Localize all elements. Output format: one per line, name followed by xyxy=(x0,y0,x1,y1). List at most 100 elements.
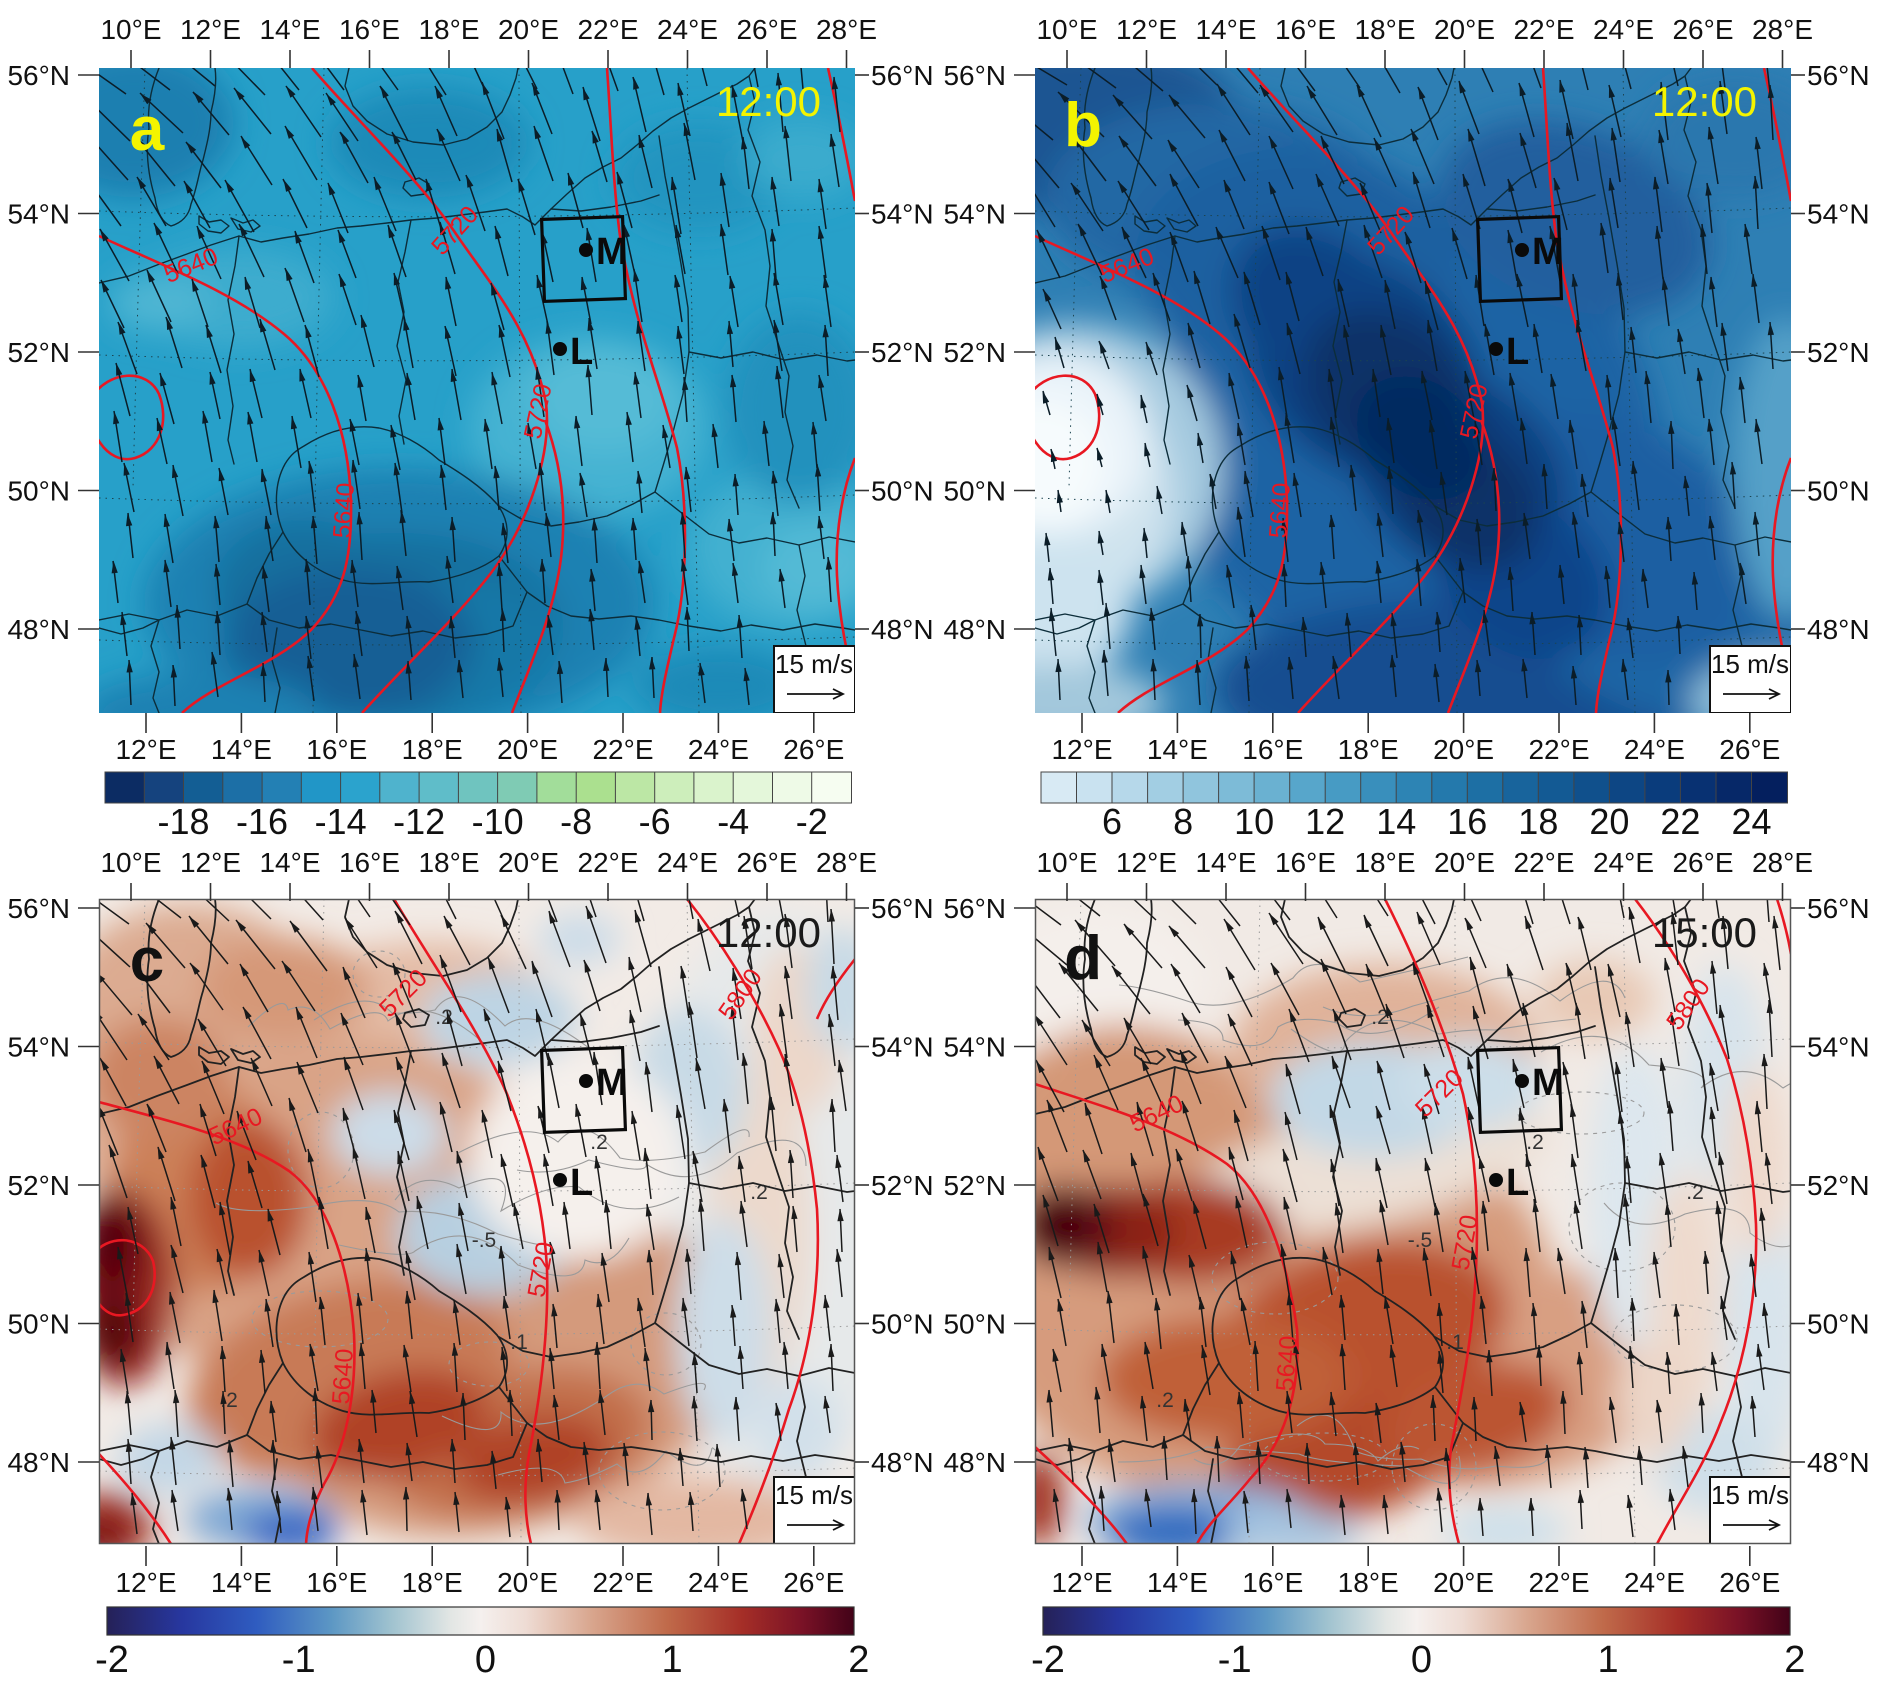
svg-text:M: M xyxy=(1532,1062,1564,1104)
svg-text:56°N: 56°N xyxy=(1807,60,1870,91)
svg-text:10°E: 10°E xyxy=(1036,14,1097,45)
svg-text:56°N: 56°N xyxy=(871,893,934,924)
svg-text:26°E: 26°E xyxy=(736,14,797,45)
svg-text:26°E: 26°E xyxy=(1719,1567,1780,1598)
svg-text:-2: -2 xyxy=(796,801,828,842)
svg-text:2: 2 xyxy=(848,1639,869,1681)
svg-text:.2: .2 xyxy=(590,1131,608,1154)
svg-text:50°N: 50°N xyxy=(1807,1309,1870,1340)
svg-text:2: 2 xyxy=(1784,1639,1805,1681)
svg-text:52°N: 52°N xyxy=(871,337,934,368)
svg-text:.1: .1 xyxy=(1446,1331,1464,1354)
svg-text:M: M xyxy=(596,1062,628,1104)
svg-text:10: 10 xyxy=(1234,801,1274,842)
svg-text:24: 24 xyxy=(1731,801,1771,842)
svg-text:26°E: 26°E xyxy=(1672,847,1733,878)
svg-text:12°E: 12°E xyxy=(1051,734,1112,765)
svg-text:14°E: 14°E xyxy=(259,14,320,45)
svg-text:-18: -18 xyxy=(158,801,210,842)
svg-text:0: 0 xyxy=(475,1639,496,1681)
svg-text:48°N: 48°N xyxy=(7,1447,70,1478)
svg-text:50°N: 50°N xyxy=(943,1309,1006,1340)
svg-text:14°E: 14°E xyxy=(1147,734,1208,765)
svg-text:22°E: 22°E xyxy=(1528,1567,1589,1598)
svg-text:28°E: 28°E xyxy=(816,847,877,878)
svg-text:20: 20 xyxy=(1589,801,1629,842)
svg-text:26°E: 26°E xyxy=(736,847,797,878)
svg-text:-16: -16 xyxy=(236,801,288,842)
svg-text:12°E: 12°E xyxy=(115,1567,176,1598)
svg-text:48°N: 48°N xyxy=(943,1447,1006,1478)
svg-text:22°E: 22°E xyxy=(1528,734,1589,765)
svg-text:56°N: 56°N xyxy=(943,893,1006,924)
svg-text:20°E: 20°E xyxy=(1434,847,1495,878)
svg-text:14°E: 14°E xyxy=(211,1567,272,1598)
svg-text:10°E: 10°E xyxy=(100,14,161,45)
svg-text:18°E: 18°E xyxy=(418,847,479,878)
svg-text:48°N: 48°N xyxy=(871,1447,934,1478)
svg-text:20°E: 20°E xyxy=(498,14,559,45)
svg-text:26°E: 26°E xyxy=(783,1567,844,1598)
svg-text:5640: 5640 xyxy=(328,482,360,539)
svg-text:M: M xyxy=(1532,231,1564,273)
svg-text:6: 6 xyxy=(1102,801,1122,842)
svg-text:16°E: 16°E xyxy=(339,14,400,45)
svg-text:22°E: 22°E xyxy=(577,14,638,45)
svg-text:12°E: 12°E xyxy=(180,14,241,45)
svg-text:16°E: 16°E xyxy=(1275,14,1336,45)
svg-text:50°N: 50°N xyxy=(7,476,70,507)
svg-text:22°E: 22°E xyxy=(1513,847,1574,878)
svg-text:12°E: 12°E xyxy=(115,734,176,765)
svg-text:22°E: 22°E xyxy=(1513,14,1574,45)
svg-text:12:00: 12:00 xyxy=(716,78,821,125)
svg-text:54°N: 54°N xyxy=(871,1032,934,1063)
svg-text:18°E: 18°E xyxy=(418,14,479,45)
svg-text:.2: .2 xyxy=(1526,1131,1544,1154)
svg-text:20°E: 20°E xyxy=(1433,734,1494,765)
svg-text:12°E: 12°E xyxy=(1116,14,1177,45)
svg-text:20°E: 20°E xyxy=(1433,1567,1494,1598)
svg-text:20°E: 20°E xyxy=(497,734,558,765)
svg-text:8: 8 xyxy=(1173,801,1193,842)
svg-text:24°E: 24°E xyxy=(688,734,749,765)
svg-text:10°E: 10°E xyxy=(100,847,161,878)
svg-text:56°N: 56°N xyxy=(1807,893,1870,924)
svg-text:54°N: 54°N xyxy=(7,1032,70,1063)
svg-text:54°N: 54°N xyxy=(7,199,70,230)
svg-text:52°N: 52°N xyxy=(943,1170,1006,1201)
svg-text:15:00: 15:00 xyxy=(1652,909,1757,956)
svg-text:50°N: 50°N xyxy=(943,476,1006,507)
svg-text:22°E: 22°E xyxy=(577,847,638,878)
svg-text:28°E: 28°E xyxy=(816,14,877,45)
svg-text:24°E: 24°E xyxy=(1624,1567,1685,1598)
svg-text:12°E: 12°E xyxy=(180,847,241,878)
svg-text:52°N: 52°N xyxy=(7,337,70,368)
svg-text:18°E: 18°E xyxy=(1354,847,1415,878)
svg-text:16°E: 16°E xyxy=(1242,1567,1303,1598)
svg-text:54°N: 54°N xyxy=(871,199,934,230)
svg-text:d: d xyxy=(1064,924,1102,993)
svg-text:.2: .2 xyxy=(1156,1389,1174,1412)
svg-text:50°N: 50°N xyxy=(7,1309,70,1340)
svg-text:-10: -10 xyxy=(472,801,524,842)
svg-text:-6: -6 xyxy=(639,801,671,842)
svg-text:54°N: 54°N xyxy=(1807,199,1870,230)
svg-text:L: L xyxy=(1506,331,1529,373)
svg-text:c: c xyxy=(130,926,164,995)
svg-text:-2: -2 xyxy=(95,1639,129,1681)
svg-text:54°N: 54°N xyxy=(1807,1032,1870,1063)
svg-text:16°E: 16°E xyxy=(306,1567,367,1598)
svg-text:-4: -4 xyxy=(717,801,749,842)
svg-text:48°N: 48°N xyxy=(1807,614,1870,645)
svg-text:16°E: 16°E xyxy=(1242,734,1303,765)
svg-text:-14: -14 xyxy=(315,801,367,842)
svg-text:56°N: 56°N xyxy=(7,893,70,924)
svg-text:1: 1 xyxy=(662,1639,683,1681)
svg-text:56°N: 56°N xyxy=(871,60,934,91)
svg-text:48°N: 48°N xyxy=(1807,1447,1870,1478)
svg-text:-.5: -.5 xyxy=(1408,1229,1433,1252)
svg-text:16°E: 16°E xyxy=(339,847,400,878)
svg-text:0: 0 xyxy=(1411,1639,1432,1681)
svg-text:10°E: 10°E xyxy=(1036,847,1097,878)
svg-text:28°E: 28°E xyxy=(1752,847,1813,878)
